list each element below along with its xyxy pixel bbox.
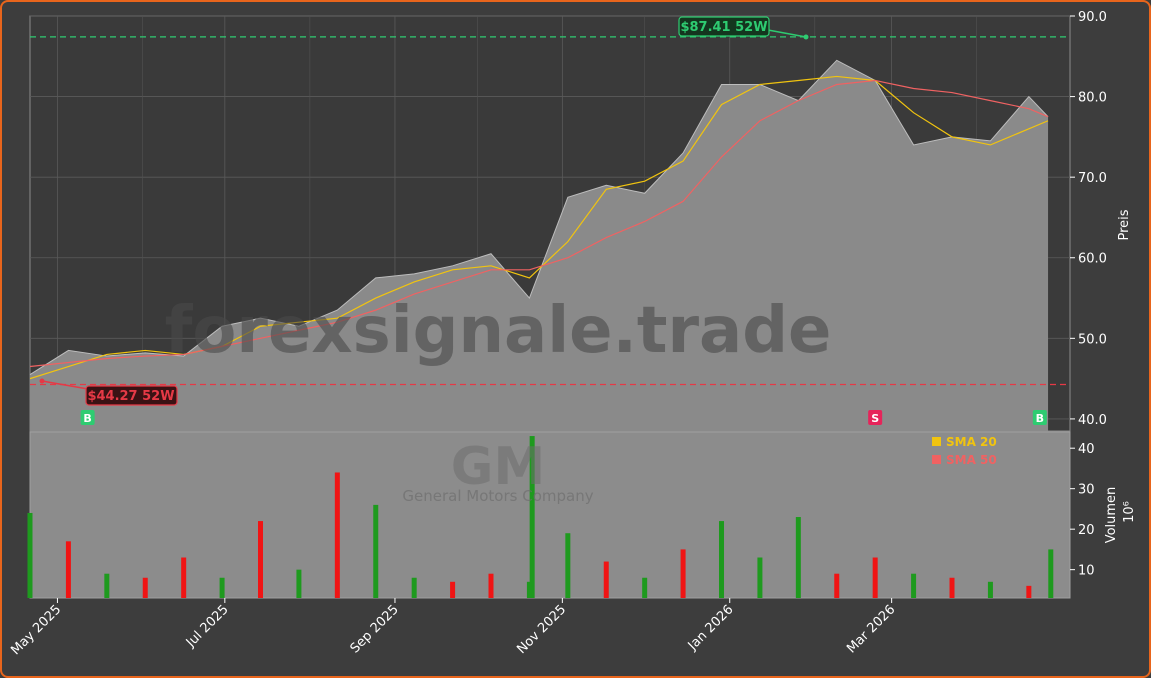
x-tick-label: Mar 2026	[844, 602, 898, 656]
volume-bar	[258, 521, 264, 598]
y-tick-label: 10	[1078, 564, 1095, 579]
volume-bar	[719, 521, 725, 598]
volume-bar	[411, 577, 417, 598]
low-52w-arrow	[41, 380, 89, 390]
volume-panel: 10 20 30 40 Volumen 10⁶ May 2025 Jul 2025 Sep 20…	[8, 431, 1137, 658]
volume-bar	[872, 557, 878, 598]
price-area	[30, 60, 1049, 432]
volume-bar	[680, 549, 686, 598]
volume-bar	[1026, 585, 1032, 598]
high-52w-label-box	[678, 16, 770, 37]
y-axis-label-volume: Volumen	[1104, 487, 1119, 544]
watermark-ticker: GM	[451, 437, 545, 497]
overlay: $87.41 52W $44.27 52W B S B SMA 20 SMA 50	[39, 16, 1047, 467]
signal-marker	[1032, 410, 1047, 425]
y-tick-label: 70.0	[1078, 171, 1107, 186]
volume-bar	[526, 581, 532, 598]
volume-bar	[911, 573, 917, 598]
legend-sma20: SMA 20	[946, 435, 997, 449]
sma-50-line	[29, 79, 1049, 368]
x-tick-label: Jan 2026	[685, 602, 737, 654]
signal-label: B	[83, 412, 91, 425]
y-tick-label: 30	[1078, 483, 1095, 498]
volume-bar	[450, 581, 456, 598]
volume-bar	[65, 541, 71, 598]
high-52w-label: $87.41 52W	[680, 20, 767, 35]
y-axis-label-price: Preis	[1117, 209, 1132, 240]
y-tick-label: 50.0	[1078, 332, 1107, 347]
volume-bar	[565, 533, 571, 598]
watermark-site: forexsignale.trade	[165, 294, 832, 368]
signal-marker	[868, 410, 883, 425]
y-tick-label: 40	[1078, 442, 1095, 457]
legend-sma50: SMA 50	[946, 453, 997, 467]
volume-bar	[757, 557, 763, 598]
legend-swatch-sma50	[932, 455, 941, 464]
volume-bar	[104, 573, 110, 598]
volume-bar	[642, 577, 648, 598]
y-axis-unit-volume: 10⁶	[1122, 501, 1137, 523]
volume-bar	[334, 472, 340, 598]
volume-bar	[142, 577, 148, 598]
volume-plot-area	[29, 431, 1071, 599]
volume-bar	[296, 569, 302, 598]
volume-bar	[949, 577, 955, 598]
signal-marker	[80, 410, 95, 425]
volume-bar	[373, 504, 379, 598]
signal-label: B	[1036, 412, 1044, 425]
price-panel: 40.0 50.0 60.0 70.0 80.0 90.0 Preis	[29, 10, 1132, 432]
volume-bar	[603, 561, 609, 598]
low-52w-label-box	[85, 385, 178, 406]
volume-bar	[834, 573, 840, 598]
volume-bar	[1048, 549, 1054, 598]
volume-bar	[795, 517, 801, 598]
y-tick-label: 80.0	[1078, 91, 1107, 106]
x-tick-label: Nov 2025	[514, 602, 569, 657]
watermark-company: General Motors Company	[402, 487, 593, 505]
x-tick-label: May 2025	[8, 602, 64, 658]
y-tick-label: 20	[1078, 523, 1095, 538]
y-tick-label: 40.0	[1078, 413, 1107, 428]
volume-bar	[181, 557, 187, 598]
x-tick-label: Jul 2025	[183, 602, 232, 651]
watermark: forexsignale.trade GM General Motors Com…	[165, 294, 832, 505]
x-tick-label: Sep 2025	[348, 602, 402, 656]
price-line	[29, 59, 1049, 376]
low-52w-label: $44.27 52W	[87, 389, 174, 404]
legend-swatch-sma20	[932, 437, 941, 446]
volume-bar	[529, 436, 535, 598]
y-tick-label: 60.0	[1078, 252, 1107, 267]
y-tick-label: 90.0	[1078, 10, 1107, 25]
high-52w-marker	[803, 34, 809, 40]
volume-bar	[27, 512, 33, 598]
volume-bar	[219, 577, 225, 598]
volume-bar	[987, 581, 993, 598]
signal-label: S	[871, 412, 879, 425]
high-52w-arrow	[767, 29, 807, 38]
low-52w-marker	[39, 378, 45, 384]
volume-bar	[488, 573, 494, 598]
